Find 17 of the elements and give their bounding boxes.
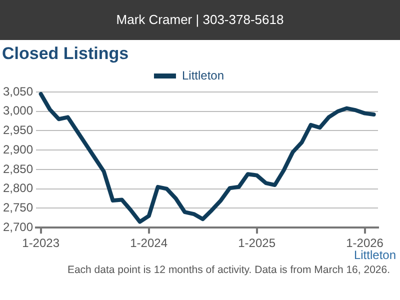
x-tick-label: 1-2024: [130, 236, 168, 250]
chart-title: Closed Listings: [1, 43, 130, 64]
text: Littleton: [354, 248, 396, 262]
x-tick-label: 1-2023: [22, 236, 60, 250]
y-tick-label: 2,800: [3, 181, 34, 196]
y-tick-label: 2,750: [3, 200, 34, 215]
text: Each data point is 12 months of activity. Data is from March 16, 2026.: [66, 264, 391, 276]
y-tick-label: 2,900: [3, 142, 34, 156]
x-tick-label: 1-2025: [238, 236, 276, 250]
y-tick-label: 2,850: [3, 162, 34, 176]
legend-label: Littleton: [182, 68, 224, 82]
text: Mark Cramer | 303-378-5618: [0, 0, 400, 40]
y-tick-label: 3,050: [3, 84, 34, 98]
y-tick-label: 2,700: [3, 220, 34, 234]
y-tick-label: 2,950: [3, 123, 34, 138]
y-tick-label: 3,000: [3, 104, 34, 118]
x-tick-label: 1-2026: [346, 236, 384, 250]
